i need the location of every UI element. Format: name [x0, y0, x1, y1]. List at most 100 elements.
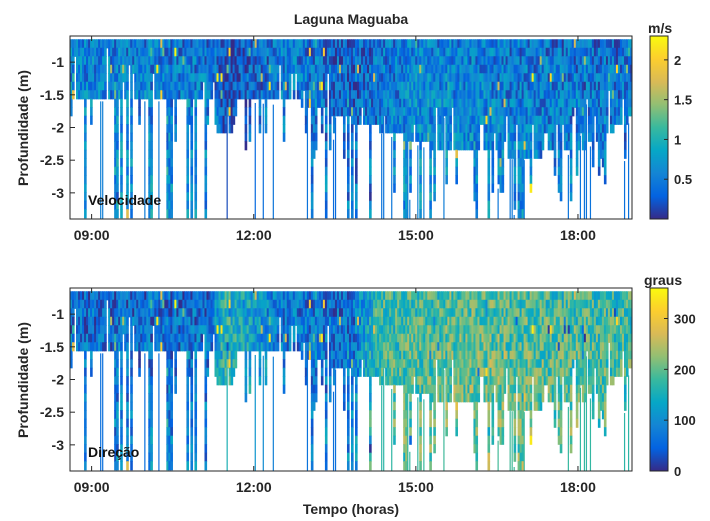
heatmap-cell [495, 132, 499, 142]
heatmap-cell [204, 200, 208, 210]
heatmap-cell [405, 410, 408, 420]
heatmap-cell [324, 90, 328, 100]
heatmap-cell [527, 73, 531, 83]
heatmap-cell [557, 56, 561, 66]
heatmap-cell [316, 39, 320, 49]
heatmap-cell [389, 359, 392, 369]
heatmap-cell [304, 56, 308, 66]
heatmap-cell [310, 410, 314, 420]
heatmap-cell [272, 39, 276, 49]
heatmap-cell [150, 333, 153, 343]
heatmap-cell [473, 73, 477, 83]
heatmap-cell [154, 291, 157, 301]
heatmap-cell [212, 299, 216, 309]
heatmap-cell [537, 115, 541, 125]
heatmap-cell [365, 333, 368, 343]
heatmap-cell [387, 73, 390, 83]
heatmap-cell [599, 56, 603, 66]
heatmap-cell [262, 47, 266, 57]
heatmap-cell [569, 115, 573, 125]
heatmap-cell [268, 333, 272, 343]
velocity-colorbar-unit: m/s [648, 20, 672, 36]
heatmap-cell [300, 98, 304, 108]
heatmap-cell [513, 47, 517, 57]
heatmap-cell [346, 418, 350, 428]
heatmap-cell [387, 350, 390, 360]
heatmap-cell [248, 299, 252, 309]
heatmap-cell [314, 325, 318, 335]
heatmap-cell [515, 64, 519, 74]
heatmap-cell [332, 56, 336, 66]
heatmap-cell [363, 98, 366, 108]
heatmap-cell [262, 308, 266, 318]
heatmap-cell [288, 299, 292, 309]
heatmap-cell [88, 64, 91, 74]
heatmap-cell [603, 81, 607, 91]
heatmap-cell [397, 90, 400, 100]
heatmap-cell [186, 149, 190, 159]
heatmap-cell [429, 39, 432, 49]
heatmap-cell [194, 64, 198, 74]
heatmap-cell [130, 384, 133, 394]
heatmap-cell [346, 444, 350, 454]
heatmap-cell [84, 384, 87, 394]
heatmap-cell [393, 333, 396, 343]
heatmap-cell [495, 98, 499, 108]
heatmap-cell [162, 47, 165, 57]
heatmap-cell [188, 115, 192, 125]
heatmap-cell [351, 393, 354, 403]
heatmap-cell [312, 64, 316, 74]
heatmap-cell [152, 64, 155, 74]
heatmap-cell [188, 81, 192, 91]
heatmap-cell [150, 376, 153, 386]
heatmap-cell [312, 299, 316, 309]
heatmap-cell [427, 81, 430, 91]
heatmap-cell [116, 333, 119, 343]
heatmap-cell [84, 192, 87, 202]
heatmap-cell [176, 325, 179, 335]
heatmap-cell [383, 342, 386, 352]
heatmap-cell [501, 175, 505, 185]
heatmap-cell [453, 73, 456, 83]
heatmap-cell [120, 325, 123, 335]
heatmap-cell [351, 308, 354, 318]
heatmap-cell [272, 316, 276, 326]
heatmap-cell [401, 81, 404, 91]
heatmap-cell [419, 149, 422, 159]
heatmap-cell [332, 308, 336, 318]
heatmap-cell [126, 158, 129, 168]
heatmap-cell [332, 299, 336, 309]
heatmap-cell [332, 359, 336, 369]
heatmap-cell [467, 73, 471, 83]
heatmap-cell [342, 350, 346, 360]
heatmap-cell [182, 333, 186, 343]
heatmap-cell [182, 81, 186, 91]
heatmap-cell [292, 291, 296, 301]
heatmap-cell [96, 342, 99, 352]
heatmap-cell [351, 47, 354, 57]
heatmap-cell [310, 166, 314, 176]
heatmap-cell [168, 376, 171, 386]
heatmap-cell [242, 325, 246, 335]
heatmap-cell [475, 192, 479, 202]
heatmap-cell [90, 39, 93, 49]
heatmap-cell [355, 308, 358, 318]
heatmap-cell [551, 47, 555, 57]
heatmap-cell [322, 56, 326, 66]
heatmap-cell [421, 64, 424, 74]
heatmap-cell [208, 90, 212, 100]
heatmap-cell [196, 39, 200, 49]
heatmap-cell [112, 325, 115, 335]
heatmap-cell [403, 209, 406, 219]
heatmap-cell [70, 316, 73, 326]
heatmap-cell [523, 56, 527, 66]
heatmap-cell [204, 376, 208, 386]
heatmap-cell [389, 342, 392, 352]
heatmap-cell [186, 401, 190, 411]
heatmap-cell [190, 56, 194, 66]
heatmap-cell [381, 47, 384, 57]
heatmap-cell [94, 299, 97, 309]
heatmap-cell [92, 325, 95, 335]
heatmap-cell [98, 308, 101, 318]
heatmap-cell [521, 209, 525, 219]
